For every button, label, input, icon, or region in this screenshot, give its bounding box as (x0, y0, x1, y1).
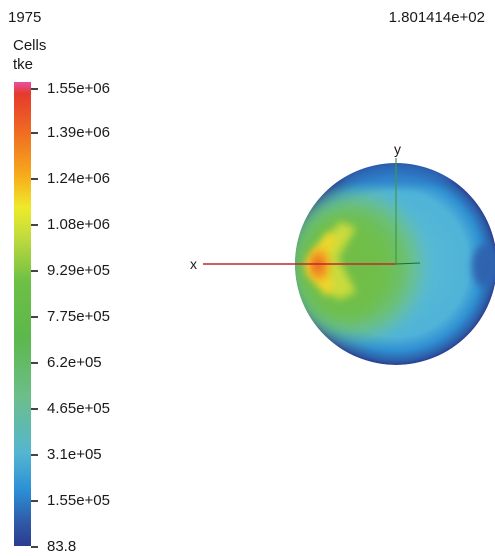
colorbar-tick (31, 88, 38, 90)
color-scale-bar (14, 82, 31, 546)
colorbar-tick (31, 408, 38, 410)
colorbar-tick (31, 178, 38, 180)
colorbar-tick-label: 9.29e+05 (47, 262, 110, 279)
colorbar-tick-label: 1.08e+06 (47, 216, 110, 233)
colorbar-tick (31, 224, 38, 226)
cross-section-disc (295, 163, 495, 365)
time-step-label: 1975 (8, 9, 42, 26)
colorbar-tick-label: 3.1e+05 (47, 446, 102, 463)
colorbar-tick (31, 546, 38, 548)
x-axis-label: x (190, 256, 197, 272)
colorbar-tick (31, 454, 38, 456)
colorbar-tick-label: 4.65e+05 (47, 400, 110, 417)
simulation-time-label: 1.801414e+02 (388, 9, 485, 26)
colorbar-tick-label: 83.8 (47, 538, 77, 555)
legend-variable-label: tke (13, 56, 34, 73)
colorbar-tick (31, 270, 38, 272)
legend-entity-label: Cells (13, 37, 47, 54)
colorbar-tick (31, 500, 38, 502)
colorbar-tick-label: 1.55e+06 (47, 80, 110, 97)
colorbar-tick-label: 1.39e+06 (47, 124, 110, 141)
colorbar-tick-label: 6.2e+05 (47, 354, 102, 371)
colorbar-tick (31, 362, 38, 364)
z-axis-line (395, 262, 421, 265)
colorbar-tick-label: 7.75e+05 (47, 308, 110, 325)
colorbar-tick (31, 132, 38, 134)
y-axis-label: y (394, 141, 401, 157)
colorbar-tick-label: 1.24e+06 (47, 170, 110, 187)
colorbar-tick (31, 316, 38, 318)
colorbar-tick-label: 1.55e+05 (47, 492, 110, 509)
